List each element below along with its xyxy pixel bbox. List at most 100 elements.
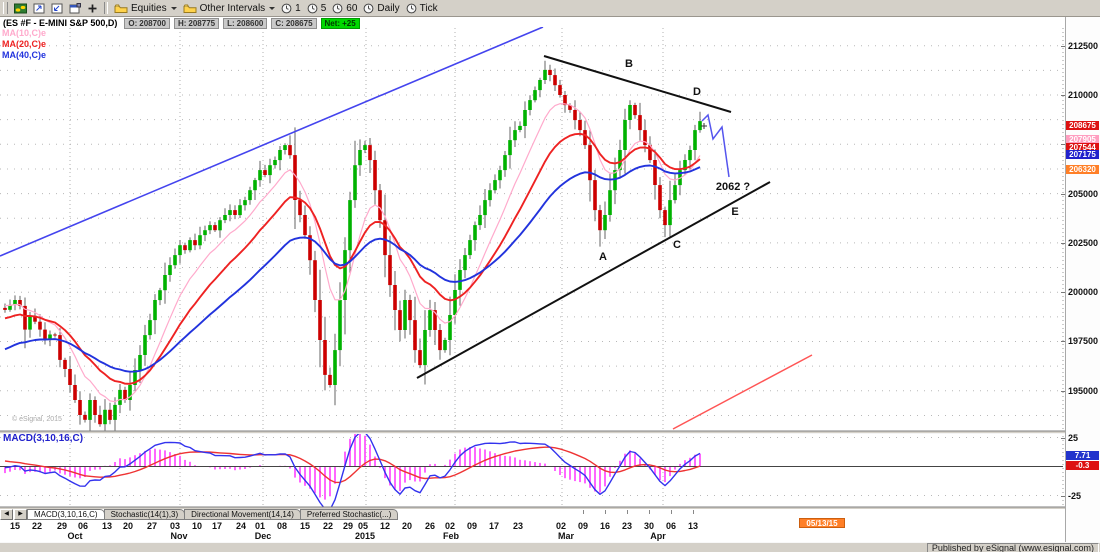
plus-icon [88,4,97,12]
price-badge: 207905 [1066,134,1099,144]
window-arrow-up-icon [33,3,45,13]
other-intervals-label: Other Intervals [199,2,266,14]
clock-icon [364,3,374,13]
x-axis-tick [583,510,584,514]
toolbar: Equities Other Intervals 1 5 60 Daily Ti… [0,0,1100,17]
chevron-down-icon [269,6,276,10]
symbol-title: (ES #F - E-MINI S&P 500,D) [3,18,118,28]
close-box: C: 208675 [271,17,317,29]
price-axis-label: 212500 [1068,41,1099,51]
projection-line[interactable] [672,354,813,430]
upper-trendline[interactable] [543,55,732,113]
study-tab-0[interactable]: MACD(3,10,16,C) [27,509,105,520]
price-axis-label: 210000 [1068,90,1099,100]
x-axis-date: 23 [621,521,633,531]
price-axis-tick [1061,95,1065,96]
toolbar-grip[interactable] [3,2,8,14]
x-axis-date: 20 [122,521,134,531]
price-axis-label: 200000 [1068,287,1099,297]
x-axis-date: 08 [276,521,288,531]
study-tab-bar: ◀ ▶ MACD(3,10,16,C) Stochastic(14(1),3) Di… [0,509,1065,521]
study-tab-3[interactable]: Preferred Stochastic(...) [299,509,399,520]
x-axis-tick [693,510,694,514]
window-arrow-down-icon [51,3,63,13]
study-tab-2[interactable]: Directional Movement(14,14) [184,509,301,520]
price-axis-tick [1061,243,1065,244]
ma-legend-40: MA(40,C)e [2,50,47,60]
x-axis-date: 03 [169,521,181,531]
toolbar-separator [104,2,108,14]
chart-icon [14,3,27,13]
scroll-tabs-right-button[interactable]: ▶ [14,509,27,520]
x-axis-tick [671,510,672,514]
interval-5-label: 5 [320,2,327,14]
other-intervals-dropdown[interactable]: Other Intervals [180,1,279,16]
x-axis-date: 09 [466,521,478,531]
x-axis-date: 20 [401,521,413,531]
annotation-label: 2062 ? [716,181,751,193]
price-axis-tick [1061,144,1065,145]
interval-daily-label: Daily [377,2,400,14]
crosshair-date-badge: 05/13/15 [799,518,845,528]
folder-icon [183,4,197,13]
forecast-zigzag[interactable] [701,113,730,178]
equities-dropdown[interactable]: Equities [111,1,180,16]
interval-60-label: 60 [346,2,358,14]
interval-daily-button[interactable]: Daily [360,1,402,16]
price-axis-tick [1061,194,1065,195]
annotation-label: B [625,58,633,70]
price-axis-label: 197500 [1068,336,1099,346]
watermark: © eSignal, 2015 [12,416,62,423]
status-bar: Published by eSignal (www.esignal.com) [0,542,1100,552]
price-axis-tick [1061,391,1065,392]
x-axis-date: 05 [357,521,369,531]
x-axis-date: 15 [299,521,311,531]
lower-trendline[interactable] [416,181,771,379]
new-chart-button[interactable] [30,1,48,16]
x-axis-month: Apr [650,531,666,541]
clock-icon [307,3,318,13]
interval-5-button[interactable]: 5 [304,1,330,16]
clock-icon [281,3,292,13]
x-axis-date: 06 [77,521,89,531]
x-axis-date: 13 [687,521,699,531]
x-axis-month: Dec [254,531,272,541]
x-axis-month: 2015 [354,531,376,541]
price-axis-label: 205000 [1068,189,1099,199]
study-tab-1[interactable]: Stochastic(14(1),3) [103,509,186,520]
x-axis-date: 02 [555,521,567,531]
x-axis-date: 27 [146,521,158,531]
x-axis-date: 26 [424,521,436,531]
scroll-tabs-left-button[interactable]: ◀ [0,509,13,520]
x-axis-date: 30 [643,521,655,531]
interval-tick-button[interactable]: Tick [403,1,441,16]
channel-line[interactable] [0,27,544,257]
clock-icon [406,3,417,13]
annotation-label: A [599,251,607,263]
macd-axis-label: 25 [1068,433,1079,443]
macd-axis-label: -25 [1068,491,1082,501]
x-axis-date: 13 [101,521,113,531]
price-axis-tick [1061,341,1065,342]
x-axis-date: 10 [191,521,203,531]
interval-60-button[interactable]: 60 [329,1,360,16]
chart-canvas[interactable]: B D A C E 2062 ? [0,17,1065,509]
last-price-marker [701,123,707,129]
window-layout-button[interactable] [66,1,84,16]
price-badge: 207175 [1066,149,1099,159]
macd-badge: -0.3 [1066,460,1099,470]
x-axis-month: Feb [442,531,460,541]
x-axis-tick [649,510,650,514]
macd-axis-tick [1061,438,1065,439]
chart-style-button[interactable] [11,1,30,16]
x-axis-date: 02 [444,521,456,531]
price-badge: 206320 [1066,164,1099,174]
x-axis-tick [627,510,628,514]
clock-icon [332,3,343,13]
interval-1-button[interactable]: 1 [278,1,304,16]
add-button[interactable] [84,1,101,16]
duplicate-chart-button[interactable] [48,1,66,16]
price-axis-tick [1061,292,1065,293]
x-axis-date: 15 [9,521,21,531]
